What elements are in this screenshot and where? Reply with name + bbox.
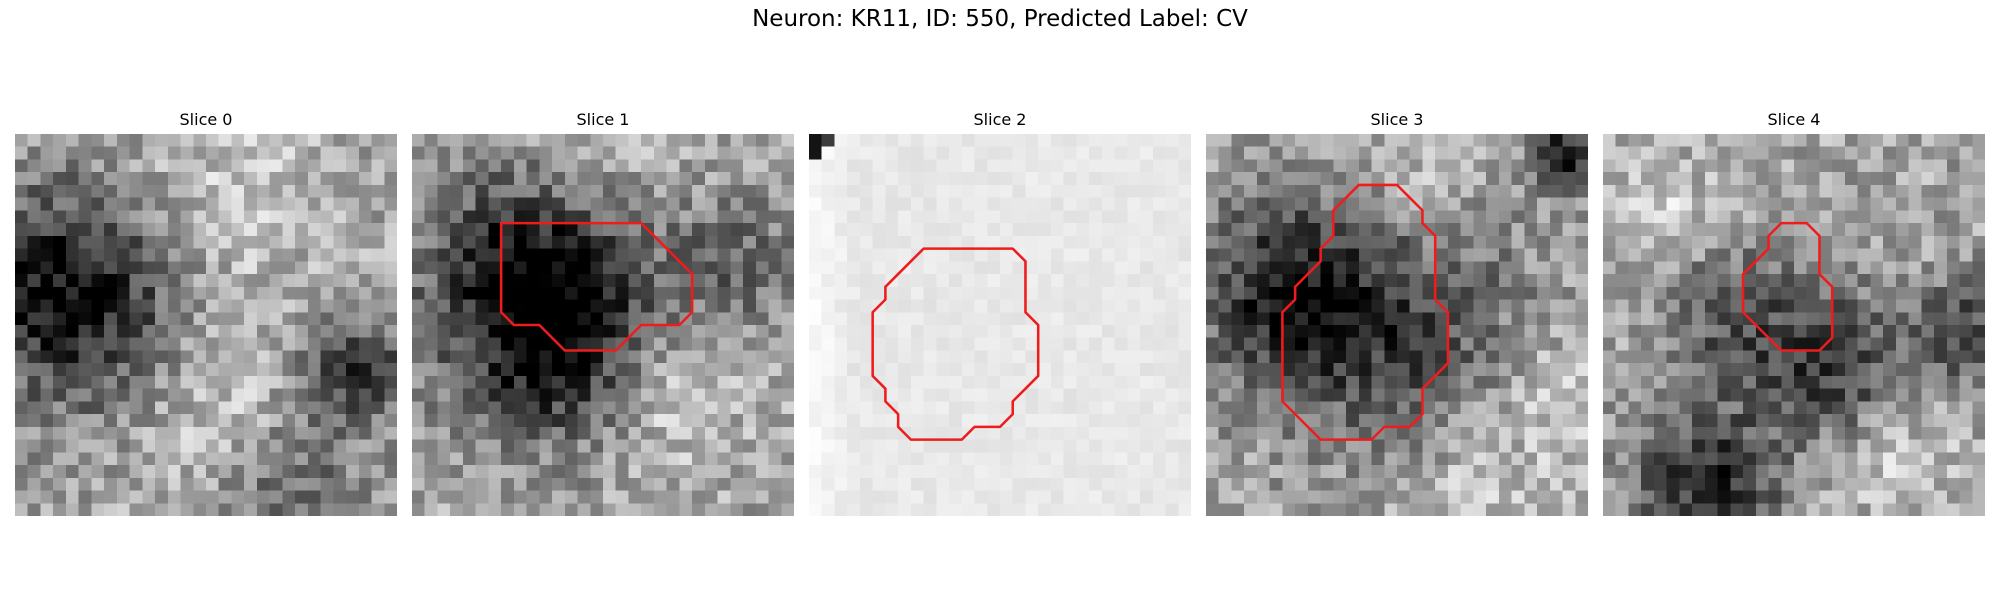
panel-title: Slice 2: [973, 110, 1027, 129]
contour-overlay: [1281, 183, 1450, 441]
panel-title: Slice 1: [576, 110, 630, 129]
roi-contour: [871, 247, 1040, 441]
panel-slice-4: Slice 4: [1603, 108, 1985, 516]
panel-title: Slice 3: [1370, 110, 1424, 129]
contour-overlay: [15, 134, 397, 516]
image-frame: [809, 134, 1191, 516]
panel-slice-3: Slice 3: [1206, 108, 1588, 516]
roi-contour: [1281, 183, 1450, 441]
slice-image: [1206, 134, 1588, 516]
image-frame: [1206, 134, 1588, 516]
panel-title: Slice 0: [179, 110, 233, 129]
image-frame: [15, 134, 397, 516]
contour-overlay: [1741, 221, 1834, 352]
contour-overlay: [871, 247, 1040, 441]
roi-contour: [499, 221, 694, 352]
contour-overlay: [499, 221, 694, 352]
figure-title: Neuron: KR11, ID: 550, Predicted Label: …: [752, 6, 1248, 32]
slice-image: [412, 134, 794, 516]
roi-contour: [1741, 221, 1834, 352]
image-frame: [412, 134, 794, 516]
panel-slice-1: Slice 1: [412, 108, 794, 516]
panel-slice-2: Slice 2: [809, 108, 1191, 516]
image-frame: [1603, 134, 1985, 516]
panel-title: Slice 4: [1767, 110, 1821, 129]
slice-image: [1603, 134, 1985, 516]
slice-image: [15, 134, 397, 516]
panel-slice-0: Slice 0: [15, 108, 397, 516]
